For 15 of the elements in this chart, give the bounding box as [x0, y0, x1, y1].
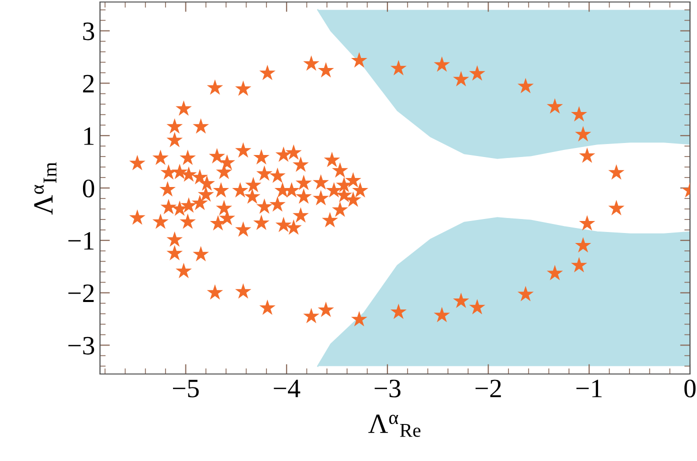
- y-tick-label: 0: [82, 180, 94, 198]
- y-tick-label: 3: [83, 22, 94, 40]
- x-tick-label: −5: [173, 380, 199, 398]
- x-tick-label: −4: [274, 380, 300, 398]
- y-axis-title: Λ$^{α}$$_{Im}$: [34, 162, 56, 215]
- y-tick-label: −3: [68, 336, 94, 355]
- y-tick-label: 2: [83, 74, 94, 92]
- x-axis-title: Λ$^{α}$$_{Re}$: [368, 414, 420, 437]
- x-tick-label: −1: [576, 380, 602, 398]
- x-tick-label: 0: [684, 380, 696, 398]
- x-tick-label: −2: [476, 380, 501, 398]
- y-tick-label: −2: [68, 284, 94, 302]
- x-tick-label: −3: [374, 380, 400, 398]
- y-tick-label: −1: [68, 232, 94, 250]
- y-tick-label: 1: [84, 127, 94, 145]
